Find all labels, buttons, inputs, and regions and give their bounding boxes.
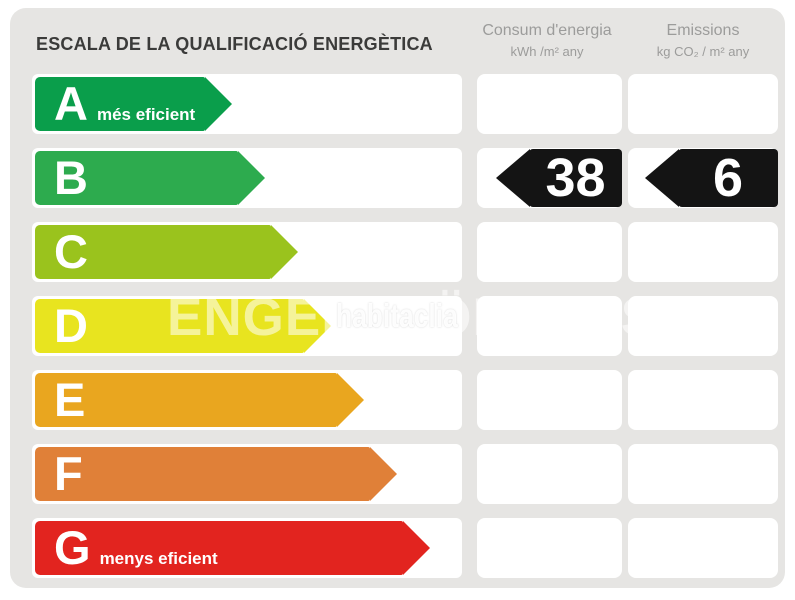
emissions-cell [628,296,778,356]
consumption-cell [477,370,622,430]
emissions-cell [628,518,778,578]
rating-bar-c: C [35,225,298,279]
consumption-cell [477,296,622,356]
rating-row-c: C [10,222,795,282]
consumption-label: Consum d'energia [482,22,612,39]
rating-bar-b: B [35,151,265,205]
rating-bar-a: A més eficient [35,77,232,131]
rating-bar-e: E [35,373,364,427]
bar-label: G menys eficient [54,521,218,574]
consumption-cell [477,444,622,504]
rating-row-f: F [10,444,795,504]
bar-label: C [54,225,97,279]
emissions-value: 6 [712,148,744,208]
rating-note: més eficient [96,105,196,124]
bar-label: D [54,299,97,353]
emissions-label: Emissions [666,22,740,39]
emissions-cell [628,222,778,282]
rating-letter: F [54,447,83,501]
rating-letter: D [54,299,88,353]
rating-row-e: E [10,370,795,430]
rating-bar-f: F [35,447,397,501]
rating-rows: A més eficient B 38 [10,74,795,592]
rating-bar-d: D [35,299,331,353]
rating-row-b: B 38 6 [10,148,795,208]
bar-label: A més eficient [54,77,196,130]
bar-label: F [54,447,92,501]
emissions-cell [628,444,778,504]
emissions-unit: kg CO₂ / m² any [656,44,750,60]
rating-letter: B [54,151,88,205]
rating-letter: G [54,521,91,574]
consumption-value-arrow: 38 [496,148,622,208]
rating-row-d: D [10,296,795,356]
column-header-consumption: Consum d'energia kWh /m² any [470,21,624,59]
emissions-cell [628,370,778,430]
rating-letter: C [54,225,88,279]
consumption-cell [477,74,622,134]
arrow-tip-icon [370,447,397,501]
arrow-tip-icon [403,521,430,575]
rating-row-a: A més eficient [10,74,795,134]
rating-row-g: G menys eficient [10,518,795,578]
arrow-tip-icon [304,299,331,353]
arrow-tip-icon [205,77,232,131]
column-header-emissions: Emissions kg CO₂ / m² any [624,21,782,59]
bar-label: B [54,151,97,205]
bar-label: E [54,373,94,427]
arrow-tip-icon [238,151,265,205]
page-title: ESCALA DE LA QUALIFICACIÓ ENERGÈTICA [36,34,433,54]
rating-bar-g: G menys eficient [35,521,430,575]
rating-letter: A [54,77,88,130]
rating-letter: E [54,373,86,427]
consumption-cell [477,222,622,282]
energy-scale-card: ESCALA DE LA QUALIFICACIÓ ENERGÈTICA Con… [10,8,785,588]
consumption-cell [477,518,622,578]
arrow-tip-icon [337,373,364,427]
consumption-unit: kWh /m² any [510,44,584,60]
emissions-value-arrow: 6 [645,148,778,208]
arrow-tip-icon [271,225,298,279]
emissions-cell [628,74,778,134]
consumption-value: 38 [545,148,606,208]
rating-note: menys eficient [99,549,218,568]
